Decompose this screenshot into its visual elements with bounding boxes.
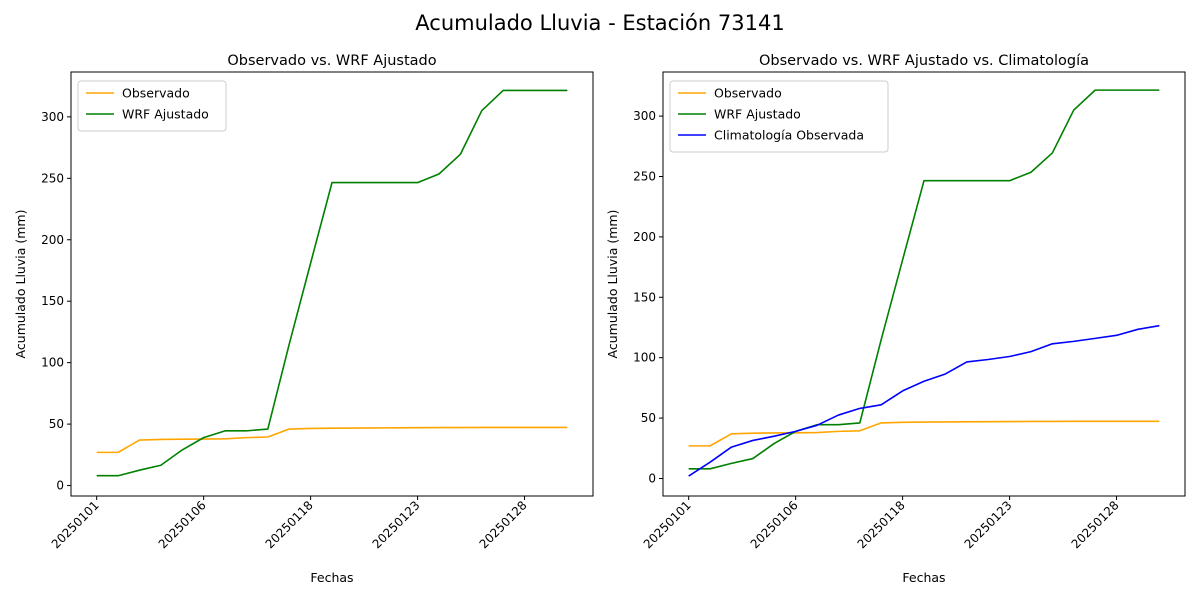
chart-0-ylabel: Acumulado Lluvia (mm) bbox=[13, 210, 28, 359]
chart-1-axes-frame bbox=[662, 71, 1186, 497]
chart-1-xtick-label-2: 20250118 bbox=[855, 498, 908, 551]
chart-1-xtick-label-4: 20250128 bbox=[1069, 498, 1122, 551]
chart-1-ytick-label-3: 150 bbox=[633, 290, 656, 304]
chart-0-legend-label-1: WRF Ajustado bbox=[122, 107, 209, 122]
chart-0-xtick-label-1: 20250106 bbox=[156, 498, 209, 551]
chart-0-xtick-label-4: 20250128 bbox=[477, 498, 530, 551]
chart-0-series-0-line bbox=[96, 426, 568, 454]
chart-0-series-1-line bbox=[96, 89, 568, 477]
chart-0-xlabel: Fechas bbox=[310, 570, 353, 585]
chart-1-xtick-label-0: 20250101 bbox=[641, 498, 694, 551]
chart-0-axes-frame bbox=[70, 71, 594, 497]
chart-0-ytick-label-0: 0 bbox=[56, 479, 64, 493]
chart-0-ytick-label-3: 150 bbox=[41, 294, 64, 308]
chart-1-ytick-label-5: 250 bbox=[633, 169, 656, 183]
chart-1-legend-label-0: Observado bbox=[714, 86, 782, 101]
chart-1-ytick-label-6: 300 bbox=[633, 109, 656, 123]
chart-left: Observado vs. WRF Ajustado 0 50 100 150 200 25… bbox=[13, 53, 594, 585]
chart-1-legend: Observado WRF Ajustado Climatología Observ… bbox=[669, 80, 889, 153]
chart-1-ytick-label-2: 100 bbox=[633, 351, 656, 365]
chart-0-ytick-label-1: 50 bbox=[49, 417, 64, 431]
chart-1-series-2-line bbox=[688, 324, 1160, 477]
chart-1-xtick-label-3: 20250123 bbox=[962, 498, 1015, 551]
chart-0-ytick-label-2: 100 bbox=[41, 356, 64, 370]
chart-0-ytick-label-4: 200 bbox=[41, 233, 64, 247]
chart-0-xtick-label-3: 20250123 bbox=[370, 498, 423, 551]
chart-1-ytick-label-0: 0 bbox=[648, 471, 656, 485]
chart-0-title: Observado vs. WRF Ajustado bbox=[227, 53, 436, 69]
chart-0-xtick-label-0: 20250101 bbox=[49, 498, 102, 551]
chart-0-xtick-label-2: 20250118 bbox=[263, 498, 316, 551]
chart-0-legend-label-0: Observado bbox=[122, 86, 190, 101]
chart-1-xtick-label-1: 20250106 bbox=[748, 498, 801, 551]
chart-1-title: Observado vs. WRF Ajustado vs. Climatolo… bbox=[759, 53, 1089, 69]
chart-1-series-0-line bbox=[688, 420, 1160, 447]
chart-0-legend: Observado WRF Ajustado bbox=[77, 80, 227, 132]
chart-0-ytick-label-6: 300 bbox=[41, 110, 64, 124]
chart-right: Observado vs. WRF Ajustado vs. Climatolo… bbox=[605, 53, 1186, 585]
chart-1-legend-label-2: Climatología Observada bbox=[714, 128, 864, 143]
figure-suptitle: Acumulado Lluvia - Estación 73141 bbox=[415, 11, 784, 35]
chart-0-legend-box bbox=[77, 80, 227, 132]
chart-1-xlabel: Fechas bbox=[902, 570, 945, 585]
chart-0-ytick-label-5: 250 bbox=[41, 171, 64, 185]
chart-1-series-1-line bbox=[688, 89, 1160, 470]
chart-1-ytick-label-4: 200 bbox=[633, 230, 656, 244]
chart-1-ytick-label-1: 50 bbox=[641, 411, 656, 425]
chart-1-ylabel: Acumulado Lluvia (mm) bbox=[605, 210, 620, 359]
chart-1-legend-box bbox=[669, 80, 889, 153]
chart-1-legend-label-1: WRF Ajustado bbox=[714, 107, 801, 122]
